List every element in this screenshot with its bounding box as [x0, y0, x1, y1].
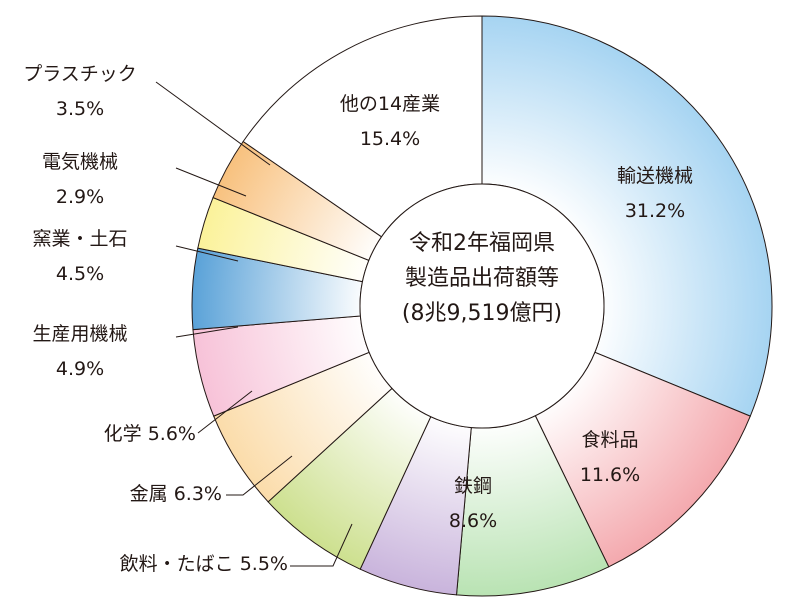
leader-line-3 — [290, 523, 353, 567]
slice-value-7: 4.5% — [56, 263, 104, 285]
slice-value-2: 8.6% — [449, 510, 497, 532]
slice-value-8: 2.9% — [56, 186, 104, 208]
leader-line-6 — [175, 326, 239, 338]
slice-label-6: 生産用機械 — [32, 323, 127, 345]
slice-value-9: 3.5% — [56, 98, 104, 120]
slice-value-5: 5.6% — [148, 423, 196, 445]
slice-label-3: 飲料・たばこ 5.5% — [120, 553, 288, 575]
leader-line-9 — [155, 81, 271, 166]
slice-value-4: 6.3% — [174, 483, 222, 505]
slice-value-1: 11.6% — [580, 464, 640, 486]
slice-label-text-4: 金属 — [130, 483, 174, 505]
slice-label-8: 電気機械 — [42, 151, 118, 173]
center-title-line-2: 製造品出荷額等 — [405, 266, 559, 291]
slice-label-text-5: 化学 — [104, 423, 148, 445]
center-label: 令和2年福岡県 製造品出荷額等 (8兆9,519億円) — [402, 231, 562, 326]
slice-label-5: 化学 5.6% — [104, 423, 196, 445]
slice-value-3: 5.5% — [240, 553, 288, 575]
slice-value-0: 31.2% — [625, 200, 685, 222]
slice-label-1: 食料品 — [581, 429, 638, 451]
center-title-line-1: 令和2年福岡県 — [409, 231, 555, 256]
center-title-line-3: (8兆9,519億円) — [402, 301, 562, 326]
leader-line-4 — [226, 455, 293, 496]
leader-line-7 — [175, 245, 239, 262]
slices — [191, 15, 773, 597]
leader-line-5 — [197, 390, 253, 434]
slice-label-9: プラスチック — [23, 63, 137, 85]
slice-label-10: 他の14産業 — [340, 93, 440, 115]
slice-value-6: 4.9% — [56, 358, 104, 380]
slice-labels: 輸送機械 31.2% 食料品 11.6% 鉄鋼 8.6% 飲料・たばこ 5.5% 金属 6.3… — [23, 63, 693, 575]
slice-label-4: 金属 6.3% — [130, 483, 222, 505]
slice-label-0: 輸送機械 — [617, 165, 693, 187]
slice-label-2: 鉄鋼 — [454, 475, 492, 497]
leader-lines — [155, 81, 353, 567]
slice-label-7: 窯業・土石 — [32, 228, 127, 250]
slice-value-10: 15.4% — [360, 128, 420, 150]
center-hole — [359, 183, 605, 429]
leader-line-8 — [175, 167, 247, 197]
slice-label-text-3: 飲料・たばこ — [120, 553, 240, 575]
